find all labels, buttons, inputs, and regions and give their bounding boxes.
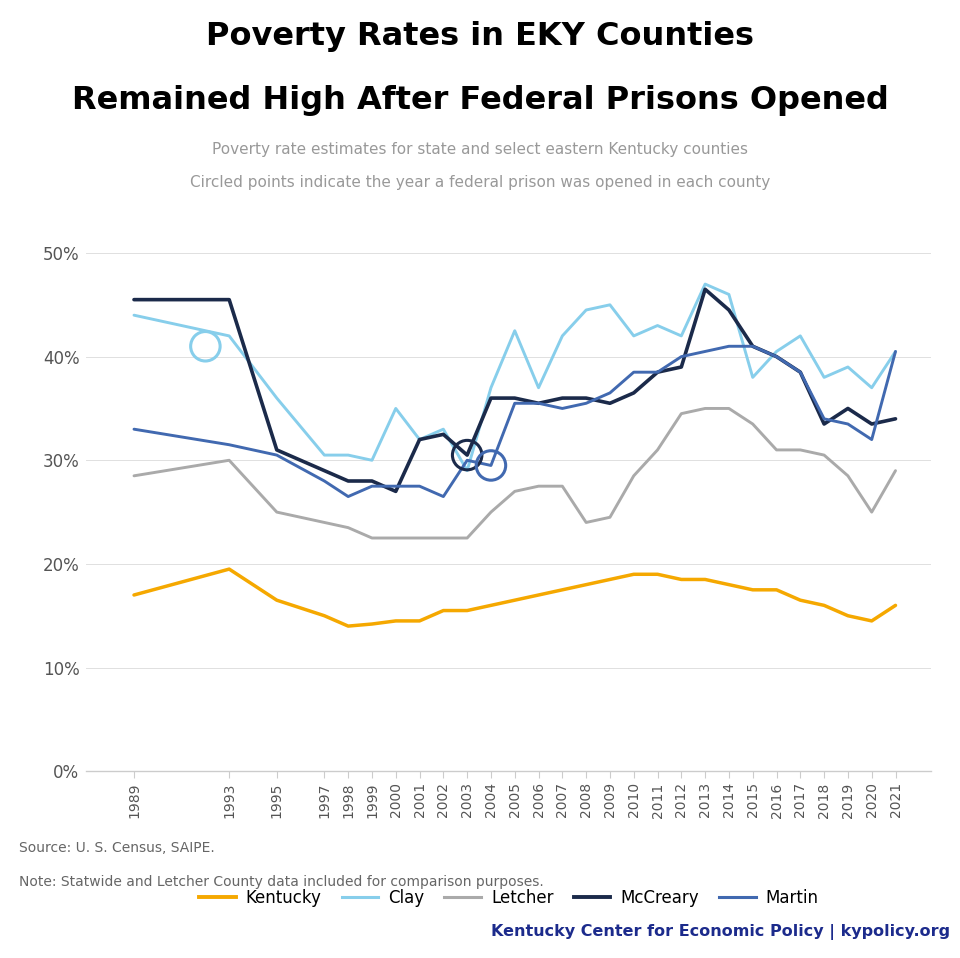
Text: Circled points indicate the year a federal prison was opened in each county: Circled points indicate the year a feder…	[190, 175, 770, 191]
Point	[483, 458, 498, 473]
Text: Source: U. S. Census, SAIPE.: Source: U. S. Census, SAIPE.	[19, 841, 215, 855]
Text: Kentucky Center for Economic Policy | kypolicy.org: Kentucky Center for Economic Policy | ky…	[492, 924, 950, 940]
Legend: Kentucky, Clay, Letcher, McCreary, Martin: Kentucky, Clay, Letcher, McCreary, Marti…	[192, 882, 826, 914]
Text: Remained High After Federal Prisons Opened: Remained High After Federal Prisons Open…	[72, 85, 888, 116]
Text: Poverty Rates in EKY Counties: Poverty Rates in EKY Counties	[206, 21, 754, 52]
Point	[460, 447, 475, 463]
Point	[198, 338, 213, 354]
Text: Note: Statwide and Letcher County data included for comparison purposes.: Note: Statwide and Letcher County data i…	[19, 876, 544, 889]
Text: Poverty rate estimates for state and select eastern Kentucky counties: Poverty rate estimates for state and sel…	[212, 142, 748, 157]
